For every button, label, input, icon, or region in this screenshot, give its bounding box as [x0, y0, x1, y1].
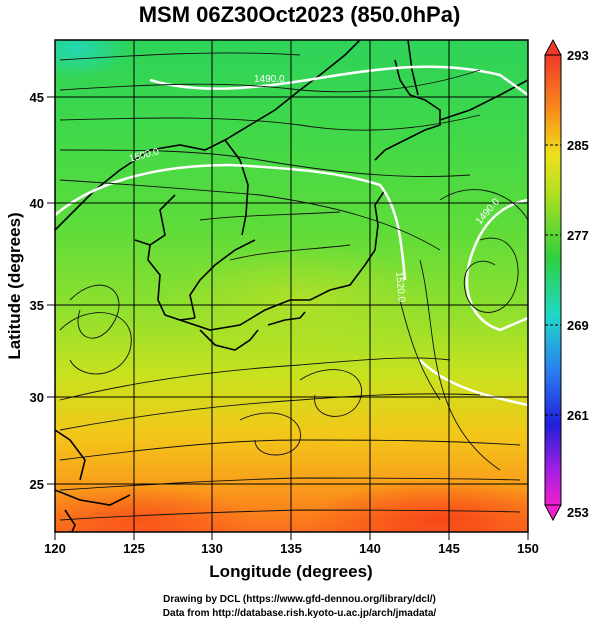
- footer-data-source: Data from http://database.rish.kyoto-u.a…: [162, 608, 437, 619]
- tick-marks: [47, 96, 529, 540]
- colorbar-top-arrow: [544, 38, 562, 56]
- geopotential-contours: [55, 65, 528, 407]
- y-tick-30: 30: [30, 390, 44, 405]
- x-tick-120: 120: [44, 541, 66, 556]
- x-tick-125: 125: [123, 541, 145, 556]
- colorbar-tick-261: 261: [567, 408, 589, 423]
- colorbar-tick-277: 277: [567, 228, 589, 243]
- colorbar-tick-269: 269: [567, 318, 589, 333]
- streamlines: [59, 52, 528, 521]
- colorbar-bottom-arrow: [544, 504, 562, 522]
- y-tick-45: 45: [30, 90, 44, 105]
- contour-label-1: 1490.0: [254, 74, 285, 85]
- y-tick-labels: 25 30 35 40 45: [30, 90, 44, 492]
- grid-lines: [55, 40, 528, 532]
- colorbar: 293 285 277 269 261 253: [544, 38, 589, 522]
- y-tick-25: 25: [30, 477, 44, 492]
- contour-label-4: 1520.0: [393, 271, 407, 303]
- x-tick-130: 130: [201, 541, 223, 556]
- x-axis-label: Longitude (degrees): [209, 562, 372, 581]
- colorbar-tick-253: 253: [567, 505, 589, 520]
- y-tick-35: 35: [30, 298, 44, 313]
- y-tick-40: 40: [30, 196, 44, 211]
- colorbar-gradient: [544, 54, 562, 506]
- colorbar-tick-285: 285: [567, 138, 589, 153]
- x-tick-135: 135: [280, 541, 302, 556]
- x-tick-150: 150: [517, 541, 539, 556]
- y-axis-label: Latitude (degrees): [5, 212, 24, 359]
- temperature-field: [55, 40, 528, 532]
- x-tick-145: 145: [438, 541, 460, 556]
- colorbar-tick-293: 293: [567, 48, 589, 63]
- x-tick-140: 140: [359, 541, 381, 556]
- x-tick-labels: 120 125 130 135 140 145 150: [44, 541, 539, 556]
- land-outlines: [55, 40, 528, 532]
- map-title: MSM 06Z30Oct2023 (850.0hPa): [138, 2, 461, 27]
- footer-drawing-credit: Drawing by DCL (https://www.gfd-dennou.o…: [163, 594, 436, 605]
